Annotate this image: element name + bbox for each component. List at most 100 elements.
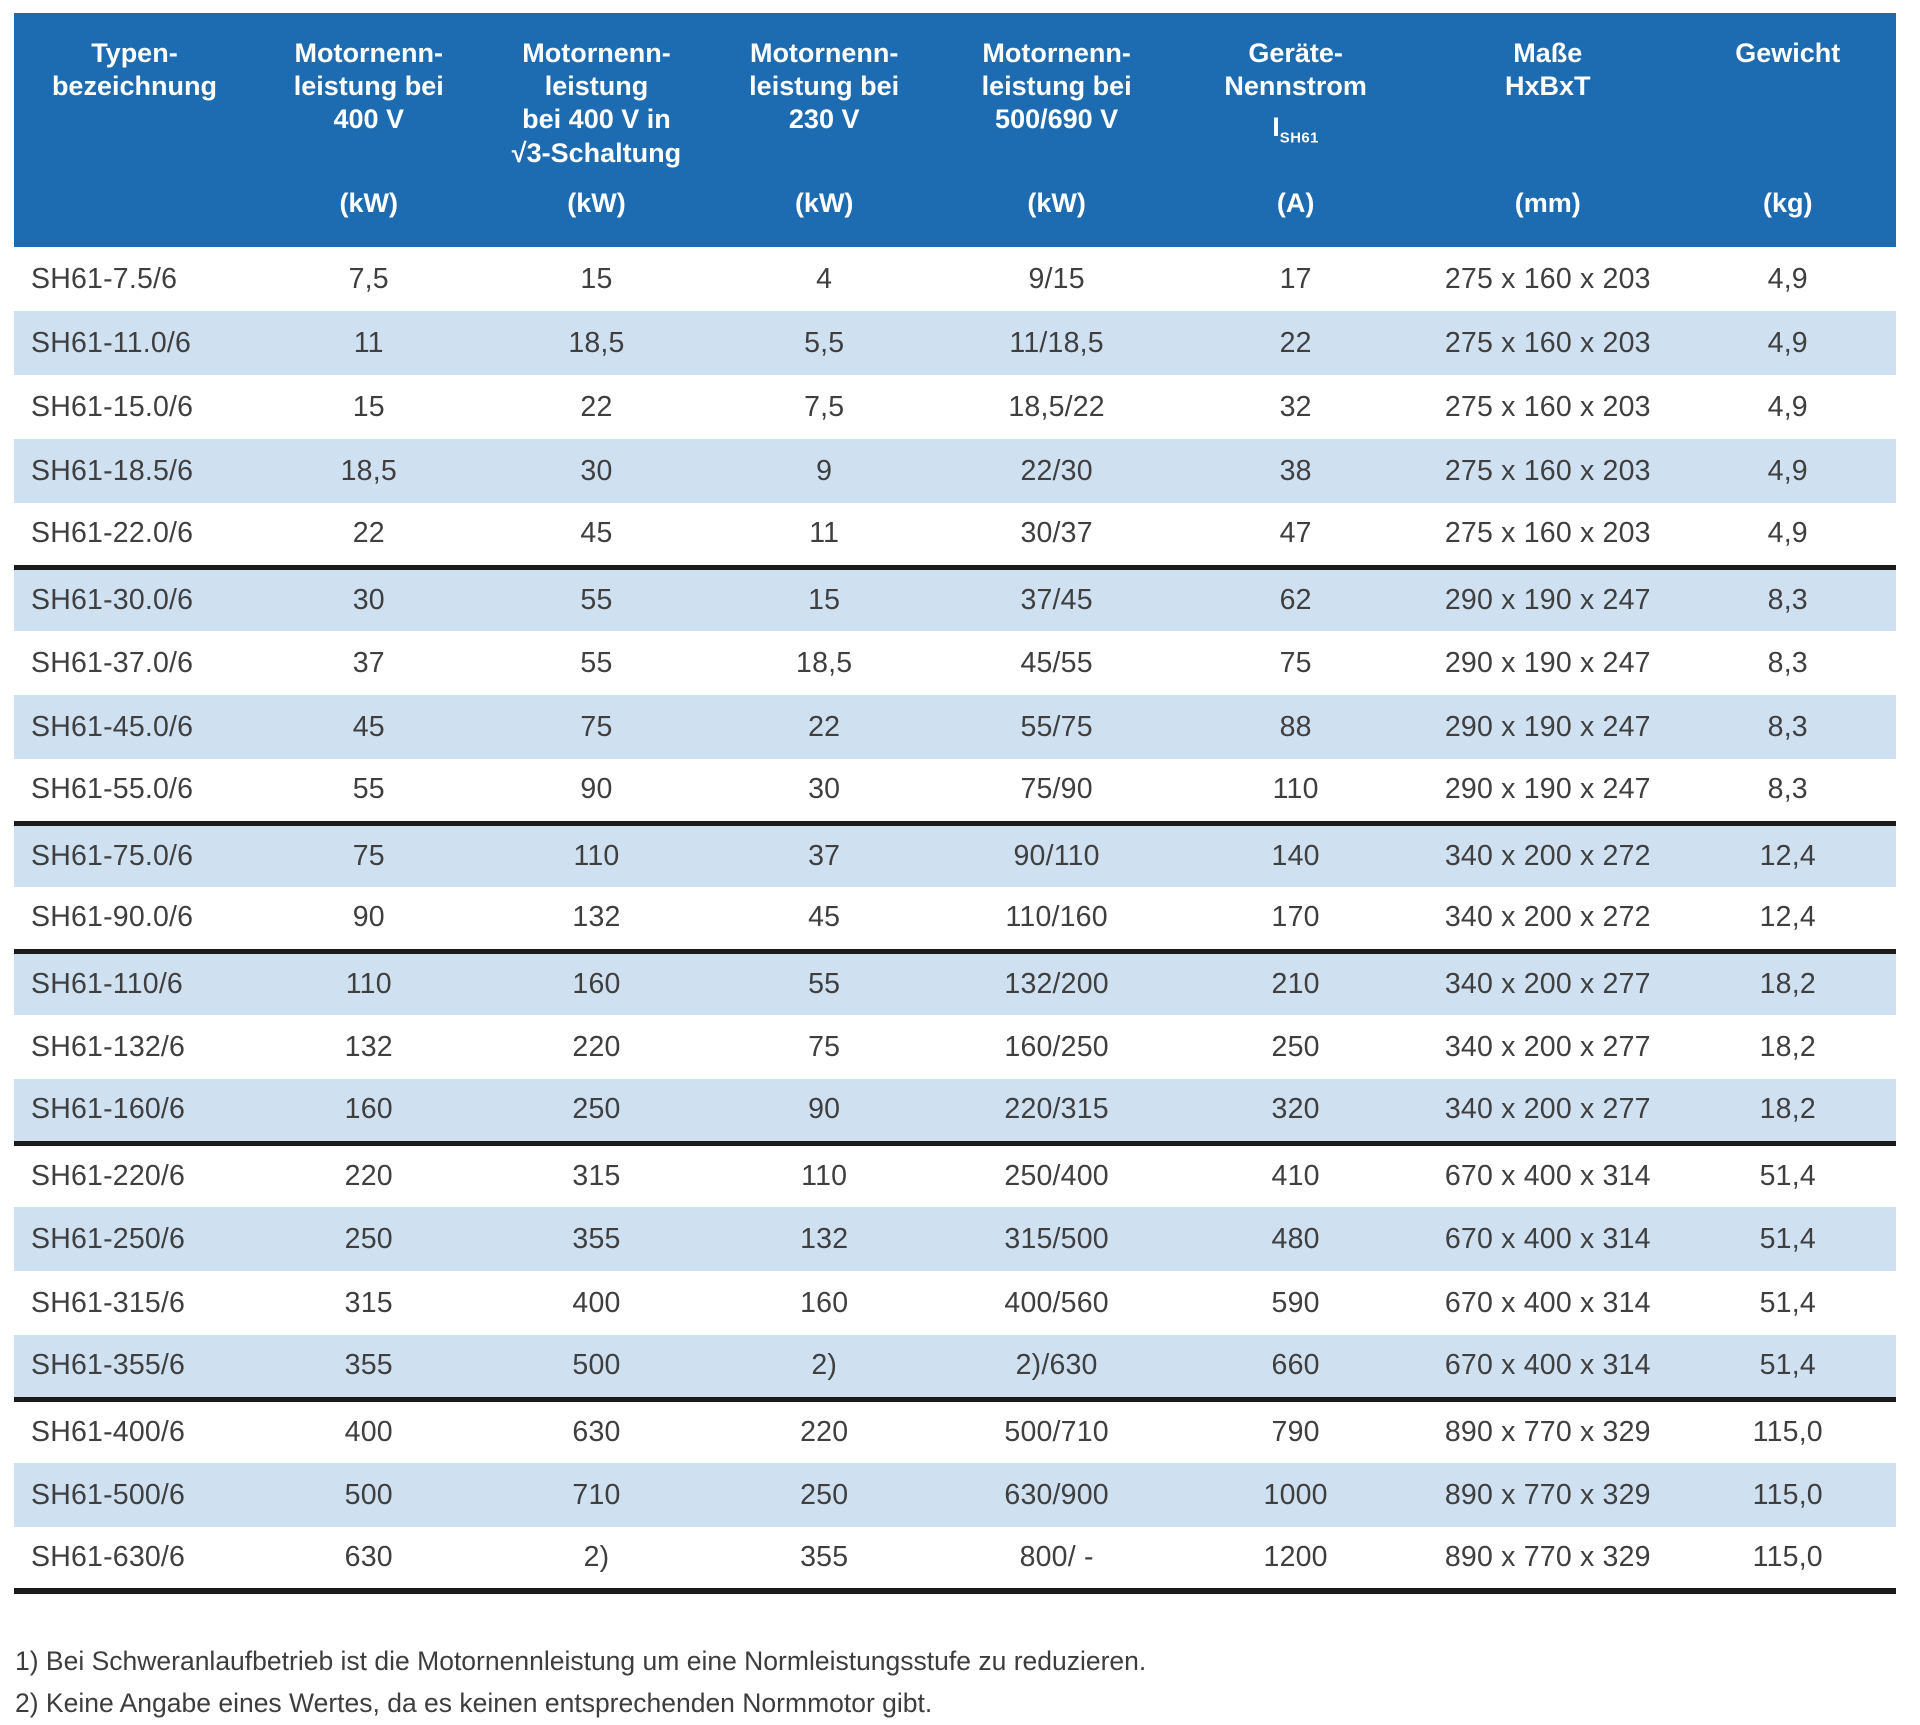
cell-masse-hxbxt: 275 x 160 x 203 [1416,439,1680,503]
cell-typenbezeichnung: SH61-30.0/6 [14,564,255,631]
header-row: Typen- bezeichnung Motornenn- leistung be… [14,13,1896,247]
cell-leistung-500-690v: 11/18,5 [938,311,1176,375]
col-header-masse-hxbxt: Maße HxBxT (mm) [1416,13,1680,247]
cell-masse-hxbxt: 890 x 770 x 329 [1416,1527,1680,1594]
cell-leistung-400v: 132 [344,1030,393,1063]
col-title: Motornenn- leistung bei 230 V [749,38,900,135]
cell-gewicht: 12,4 [1679,820,1896,887]
col-header-leistung-400v: Motornenn- leistung bei 400 V (kW) [254,13,483,247]
cell-leistung-400v: 315 [344,1286,393,1319]
cell-masse-hxbxt: 290 x 190 x 247 [1444,646,1651,679]
cell-leistung-400v-wurzel3: 2) [482,1527,711,1594]
cell-geraete-nennstrom: 410 [1175,1140,1417,1207]
cell-leistung-400v: 18,5 [254,439,483,503]
cell-typenbezeichnung: SH61-630/6 [14,1527,255,1594]
cell-typenbezeichnung: SH61-220/6 [14,1140,255,1207]
cell-leistung-500-690v: 315/500 [938,1207,1176,1271]
cell-typenbezeichnung: SH61-45.0/6 [14,695,255,759]
cell-geraete-nennstrom: 590 [1271,1286,1320,1319]
current-symbol: ISH61 [1272,112,1319,147]
cell-leistung-500-690v: 90/110 [938,820,1176,887]
cell-typenbezeichnung: SH61-22.0/6 [31,517,194,550]
cell-typenbezeichnung: SH61-37.0/6 [31,646,194,679]
cell-geraete-nennstrom: 480 [1175,1207,1417,1271]
cell-leistung-230v: 110 [710,1140,939,1207]
cell-masse-hxbxt: 670 x 400 x 314 [1416,1207,1680,1271]
cell-typenbezeichnung: SH61-7.5/6 [31,262,178,295]
cell-masse-hxbxt: 290 x 190 x 247 [1416,695,1680,759]
cell-gewicht: 51,4 [1679,1140,1896,1207]
cell-geraete-nennstrom: 170 [1271,901,1320,934]
cell-geraete-nennstrom: 660 [1175,1335,1417,1399]
cell-geraete-nennstrom: 320 [1175,1079,1417,1143]
cell-leistung-400v: 500 [254,1463,483,1527]
col-header-geraete-nennstrom: Geräte- Nennstrom ISH61 (A) [1175,13,1417,247]
cell-leistung-400v-wurzel3: 15 [580,262,613,295]
cell-leistung-400v-wurzel3: 400 [572,1286,621,1319]
cell-leistung-230v: 132 [710,1207,939,1271]
cell-leistung-500-690v: 500/710 [938,1396,1176,1463]
cell-leistung-400v-wurzel3: 55 [580,646,613,679]
cell-leistung-230v: 22 [710,695,939,759]
col-title: Motornenn- leistung bei 400 V [293,38,444,135]
cell-gewicht: 8,3 [1767,646,1808,679]
cell-masse-hxbxt: 275 x 160 x 203 [1444,517,1651,550]
cell-leistung-230v: 30 [808,773,841,806]
col-header-leistung-500-690v: Motornenn- leistung bei 500/690 V (kW) [938,13,1176,247]
cell-gewicht: 8,3 [1679,564,1896,631]
cell-leistung-230v: 220 [710,1396,939,1463]
cell-leistung-500-690v: 18,5/22 [1008,390,1105,423]
cell-gewicht: 8,3 [1679,695,1896,759]
cell-leistung-400v: 160 [254,1079,483,1143]
cell-masse-hxbxt: 340 x 200 x 272 [1416,820,1680,887]
cell-geraete-nennstrom: 110 [1272,773,1319,806]
cell-gewicht: 51,4 [1679,1335,1896,1399]
cell-gewicht: 4,9 [1767,517,1808,550]
cell-geraete-nennstrom: 22 [1175,311,1417,375]
cell-leistung-400v-wurzel3: 75 [482,695,711,759]
cell-leistung-500-690v: 75/90 [1020,773,1093,806]
table-row: SH61-400/6 400 630 220 500/710 790 890 x 770 x… [14,1396,1896,1463]
cell-geraete-nennstrom: 210 [1175,948,1417,1015]
cell-gewicht: 4,9 [1679,311,1896,375]
cell-gewicht: 4,9 [1767,390,1808,423]
cell-typenbezeichnung: SH61-11.0/6 [14,311,255,375]
cell-masse-hxbxt: 340 x 200 x 272 [1444,901,1651,934]
cell-masse-hxbxt: 670 x 400 x 314 [1444,1286,1651,1319]
cell-leistung-400v-wurzel3: 55 [482,564,711,631]
cell-leistung-230v: 45 [808,901,841,934]
cell-leistung-500-690v: 800/ - [938,1527,1176,1594]
cell-gewicht: 4,9 [1679,439,1896,503]
col-unit: (kg) [1763,188,1813,218]
cell-leistung-400v: 37 [352,646,385,679]
cell-leistung-500-690v: 30/37 [1020,517,1093,550]
cell-leistung-400v: 15 [352,390,385,423]
cell-leistung-500-690v: 22/30 [938,439,1176,503]
cell-masse-hxbxt: 340 x 200 x 277 [1416,1079,1680,1143]
cell-leistung-230v: 11 [809,517,840,550]
cell-typenbezeichnung: SH61-15.0/6 [31,390,194,423]
cell-masse-hxbxt: 340 x 200 x 277 [1416,948,1680,1015]
table-row: SH61-90.0/6 90 132 45 110/160 170 340 x 200 x … [14,887,1896,951]
cell-gewicht: 4,9 [1767,262,1808,295]
cell-leistung-500-690v: 160/250 [1004,1030,1109,1063]
cell-leistung-400v: 220 [254,1140,483,1207]
cell-leistung-500-690v: 37/45 [938,564,1176,631]
cell-geraete-nennstrom: 790 [1175,1396,1417,1463]
cell-geraete-nennstrom: 88 [1175,695,1417,759]
cell-leistung-400v-wurzel3: 500 [482,1335,711,1399]
cell-masse-hxbxt: 890 x 770 x 329 [1416,1463,1680,1527]
cell-leistung-500-690v: 630/900 [938,1463,1176,1527]
cell-typenbezeichnung: SH61-132/6 [31,1030,186,1063]
col-header-leistung-400v-wurzel3: Motornenn- leistung bei 400 V in √3-Scha… [482,13,711,247]
table-row: SH61-630/6 630 2) 355 800/ -1200 890 x 770 x … [14,1527,1896,1594]
col-unit: (kW) [794,188,854,218]
col-header-gewicht: Gewicht (kg) [1679,13,1896,247]
cell-masse-hxbxt: 275 x 160 x 203 [1444,262,1651,295]
cell-geraete-nennstrom: 250 [1271,1030,1320,1063]
cell-leistung-230v: 37 [710,820,939,887]
cell-geraete-nennstrom: 1200 [1175,1527,1417,1594]
cell-geraete-nennstrom: 140 [1175,820,1417,887]
col-title: Motornenn- leistung bei 500/690 V [981,38,1132,135]
cell-leistung-400v-wurzel3: 90 [580,773,613,806]
